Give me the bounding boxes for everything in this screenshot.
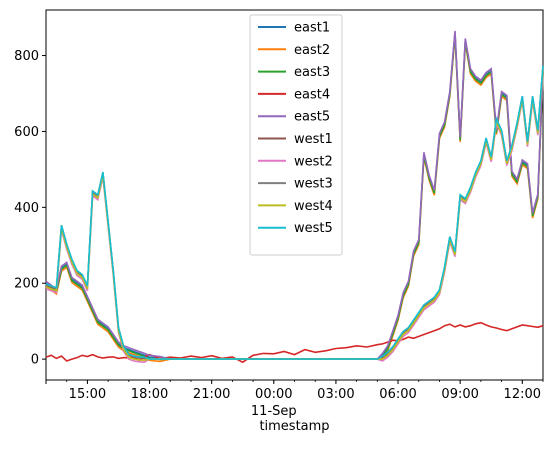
x-axis-title: timestamp: [259, 419, 329, 434]
legend-label-east4: east4: [294, 87, 330, 102]
y-tick-label: 600: [14, 125, 39, 140]
y-axis-ticks: 0 200 400 600 800: [14, 49, 46, 368]
x-tick-label: 12:00: [504, 387, 541, 402]
legend: east1 east2 east3 east4 east5 west1 west2 west3…: [249, 14, 343, 256]
series-layer: [45, 30, 544, 364]
x-tick-label: 09:00: [441, 387, 478, 402]
x-tick-label: 06:00: [379, 387, 416, 402]
legend-box: [249, 14, 343, 256]
series-line-east4: [45, 321, 544, 364]
y-tick-label: 400: [14, 201, 39, 216]
x-axis-date-label: 11-Sep: [251, 404, 297, 419]
legend-label-east1: east1: [294, 21, 330, 36]
x-tick-label: 00:00: [255, 387, 292, 402]
legend-label-east2: east2: [294, 43, 330, 58]
x-tick-label: 03:00: [317, 387, 354, 402]
legend-label-west3: west3: [294, 177, 333, 192]
series-line-west5: [45, 65, 544, 360]
x-axis-ticks: 15:00 18:00 21:00 00:00 03:00 06:00 09:00 12:00: [45, 380, 544, 402]
legend-label-west5: west5: [294, 221, 333, 236]
y-tick-label: 0: [31, 353, 39, 368]
y-tick-label: 200: [14, 277, 39, 292]
x-tick-label: 15:00: [69, 387, 106, 402]
legend-label-east3: east3: [294, 65, 330, 80]
legend-label-west2: west2: [294, 154, 333, 169]
x-tick-label: 21:00: [193, 387, 230, 402]
legend-label-west4: west4: [294, 199, 333, 214]
x-tick-label: 18:00: [131, 387, 168, 402]
y-tick-label: 800: [14, 49, 39, 64]
legend-label-east5: east5: [294, 110, 330, 125]
legend-label-west1: west1: [294, 132, 333, 147]
